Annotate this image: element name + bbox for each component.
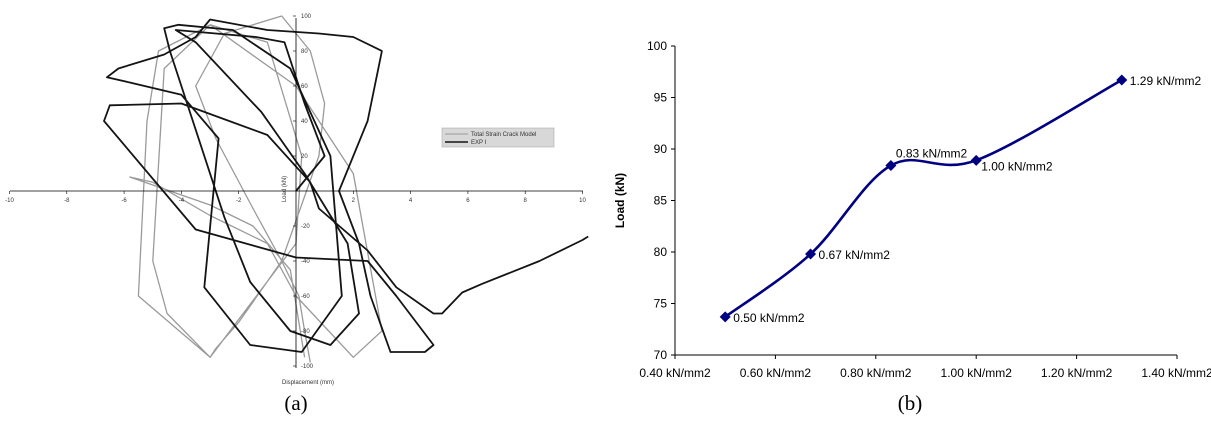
chart-a: -10 -8 -6 -4 -2 2 4 6 8 10 -100 -80 -60 -40 -20 20 40 60 8… — [5, 14, 589, 386]
y-tick-label: -100 — [301, 364, 314, 370]
data-point-marker — [885, 159, 897, 171]
exp-curve — [103, 18, 589, 353]
y-tick-label: 85 — [654, 194, 668, 208]
x-tick-label: 1.20 kN/mm2 — [1041, 366, 1113, 380]
data-label: 1.00 kN/mm2 — [981, 159, 1053, 173]
y-tick-label: 80 — [301, 49, 308, 55]
series-line — [724, 78, 1123, 318]
y-tick-label: 80 — [654, 245, 668, 259]
x-tick-label: 0.60 kN/mm2 — [740, 366, 812, 380]
chart-a-legend-box — [441, 127, 555, 148]
data-point-marker — [805, 248, 817, 260]
y-tick-label: 90 — [654, 142, 668, 156]
data-label: 0.83 kN/mm2 — [896, 146, 968, 160]
chart-b: 70 75 80 85 90 95 100 0.40 kN/mm2 0.60 kN/mm2 0.8… — [613, 39, 1211, 380]
x-tick-label: -10 — [5, 198, 14, 204]
chart-b-series: 0.50 kN/mm2 0.67 kN/mm2 0.83 kN/mm2 1.00 kN… — [719, 74, 1202, 325]
x-tick-label: 10 — [579, 198, 586, 204]
legend-label-model: Total Strain Crack Model — [471, 132, 536, 138]
chart-a-axes — [10, 18, 583, 368]
y-tick-label: -40 — [301, 259, 310, 265]
caption-a: (a) — [284, 391, 307, 415]
chart-a-curves — [103, 15, 589, 363]
chart-b-y-axis-label: Load (kN) — [613, 173, 627, 228]
chart-b-ticks: 70 75 80 85 90 95 100 0.40 kN/mm2 0.60 kN/mm2 0.8… — [639, 39, 1211, 380]
y-tick-label: 70 — [654, 348, 668, 362]
data-label: 0.50 kN/mm2 — [733, 311, 805, 325]
chart-a-x-axis-label: Displacement (mm) — [282, 380, 334, 386]
y-tick-label: 95 — [654, 91, 668, 105]
x-tick-label: 6 — [466, 198, 470, 204]
chart-a-y-axis-label: Load (kN) — [282, 176, 288, 202]
chart-a-legend: Total Strain Crack Model EXP I — [441, 127, 555, 148]
legend-label-exp: EXP I — [471, 140, 487, 146]
y-tick-label: -20 — [301, 224, 310, 230]
x-tick-label: 0.80 kN/mm2 — [840, 366, 912, 380]
x-tick-label: 1.40 kN/mm2 — [1141, 366, 1211, 380]
x-tick-label: 8 — [524, 198, 528, 204]
x-tick-label: -6 — [121, 198, 127, 204]
data-label: 0.67 kN/mm2 — [819, 248, 891, 262]
model-curve — [129, 15, 383, 363]
x-tick-label: 2 — [352, 198, 356, 204]
x-tick-label: 0.40 kN/mm2 — [639, 366, 711, 380]
x-tick-label: -8 — [64, 198, 70, 204]
y-tick-label: 100 — [301, 14, 312, 20]
y-tick-label: -60 — [301, 294, 310, 300]
y-tick-label: 75 — [654, 297, 668, 311]
caption-b: (b) — [898, 391, 923, 415]
x-tick-label: 1.00 kN/mm2 — [941, 366, 1013, 380]
x-tick-label: -2 — [236, 198, 242, 204]
data-label: 1.29 kN/mm2 — [1130, 74, 1202, 88]
data-point-marker — [1116, 74, 1128, 86]
y-tick-label: 100 — [647, 39, 667, 53]
y-tick-label: 60 — [301, 84, 308, 90]
y-tick-label: -80 — [301, 329, 310, 335]
x-tick-label: 4 — [409, 198, 413, 204]
chart-a-ticks: -10 -8 -6 -4 -2 2 4 6 8 10 -100 -80 -60 -40 -20 20 40 60 8… — [5, 14, 586, 370]
y-tick-label: 20 — [301, 154, 308, 160]
y-tick-label: 40 — [301, 119, 308, 125]
data-point-marker — [970, 154, 982, 166]
data-point-marker — [719, 311, 731, 323]
x-tick-label: -4 — [179, 198, 185, 204]
